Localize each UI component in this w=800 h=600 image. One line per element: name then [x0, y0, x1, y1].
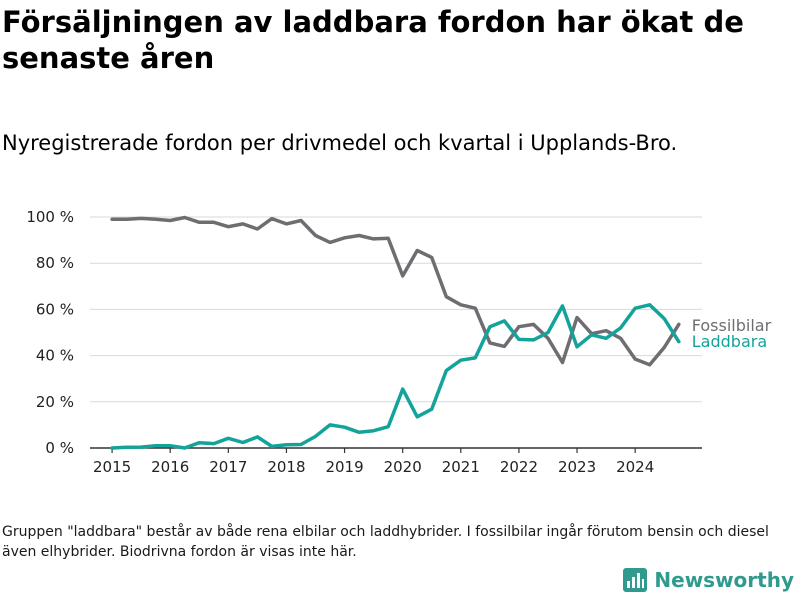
series-label-fossilbilar: Fossilbilar	[692, 316, 772, 335]
line-chart: 0 % 20 % 40 % 60 % 80 % 100 % 2015 2016 2017 2018…	[26, 208, 771, 476]
y-tick-label: 0 %	[45, 439, 74, 457]
footnote: Gruppen "laddbara" består av både rena e…	[2, 524, 769, 560]
x-tick-label: 2018	[267, 458, 305, 476]
chart-subtitle: Nyregistrerade fordon per drivmedel och …	[2, 131, 678, 155]
newsworthy-logo-icon	[623, 568, 648, 592]
y-tick-label: 100 %	[26, 208, 74, 226]
x-tick-label: 2023	[558, 458, 596, 476]
y-tick-label: 60 %	[36, 300, 74, 318]
x-tick-label: 2021	[442, 458, 480, 476]
x-tick-label: 2015	[93, 458, 131, 476]
x-tick-label: 2017	[209, 458, 247, 476]
tick-labels: 0 % 20 % 40 % 60 % 80 % 100 % 2015 2016 2017 2018…	[26, 208, 771, 476]
brand-logo: Newsworthy	[623, 568, 794, 592]
series-line-fossilbilar	[110, 215, 681, 367]
x-tick-label: 2016	[151, 458, 189, 476]
x-tick-label: 2024	[616, 458, 654, 476]
series-label-laddbara: Laddbara	[692, 332, 767, 351]
x-tick-label: 2020	[384, 458, 422, 476]
y-tick-label: 20 %	[36, 393, 74, 411]
x-tick-label: 2019	[325, 458, 363, 476]
chart-title: Försäljningen av laddbara fordon har öka…	[2, 5, 744, 75]
brand-name: Newsworthy	[654, 568, 794, 592]
x-axis	[90, 447, 702, 453]
y-tick-label: 80 %	[36, 254, 74, 272]
series-line-laddbara	[110, 303, 681, 450]
grid-lines	[90, 216, 702, 403]
x-tick-label: 2022	[500, 458, 538, 476]
y-tick-label: 40 %	[36, 347, 74, 365]
series-lines	[110, 215, 681, 450]
